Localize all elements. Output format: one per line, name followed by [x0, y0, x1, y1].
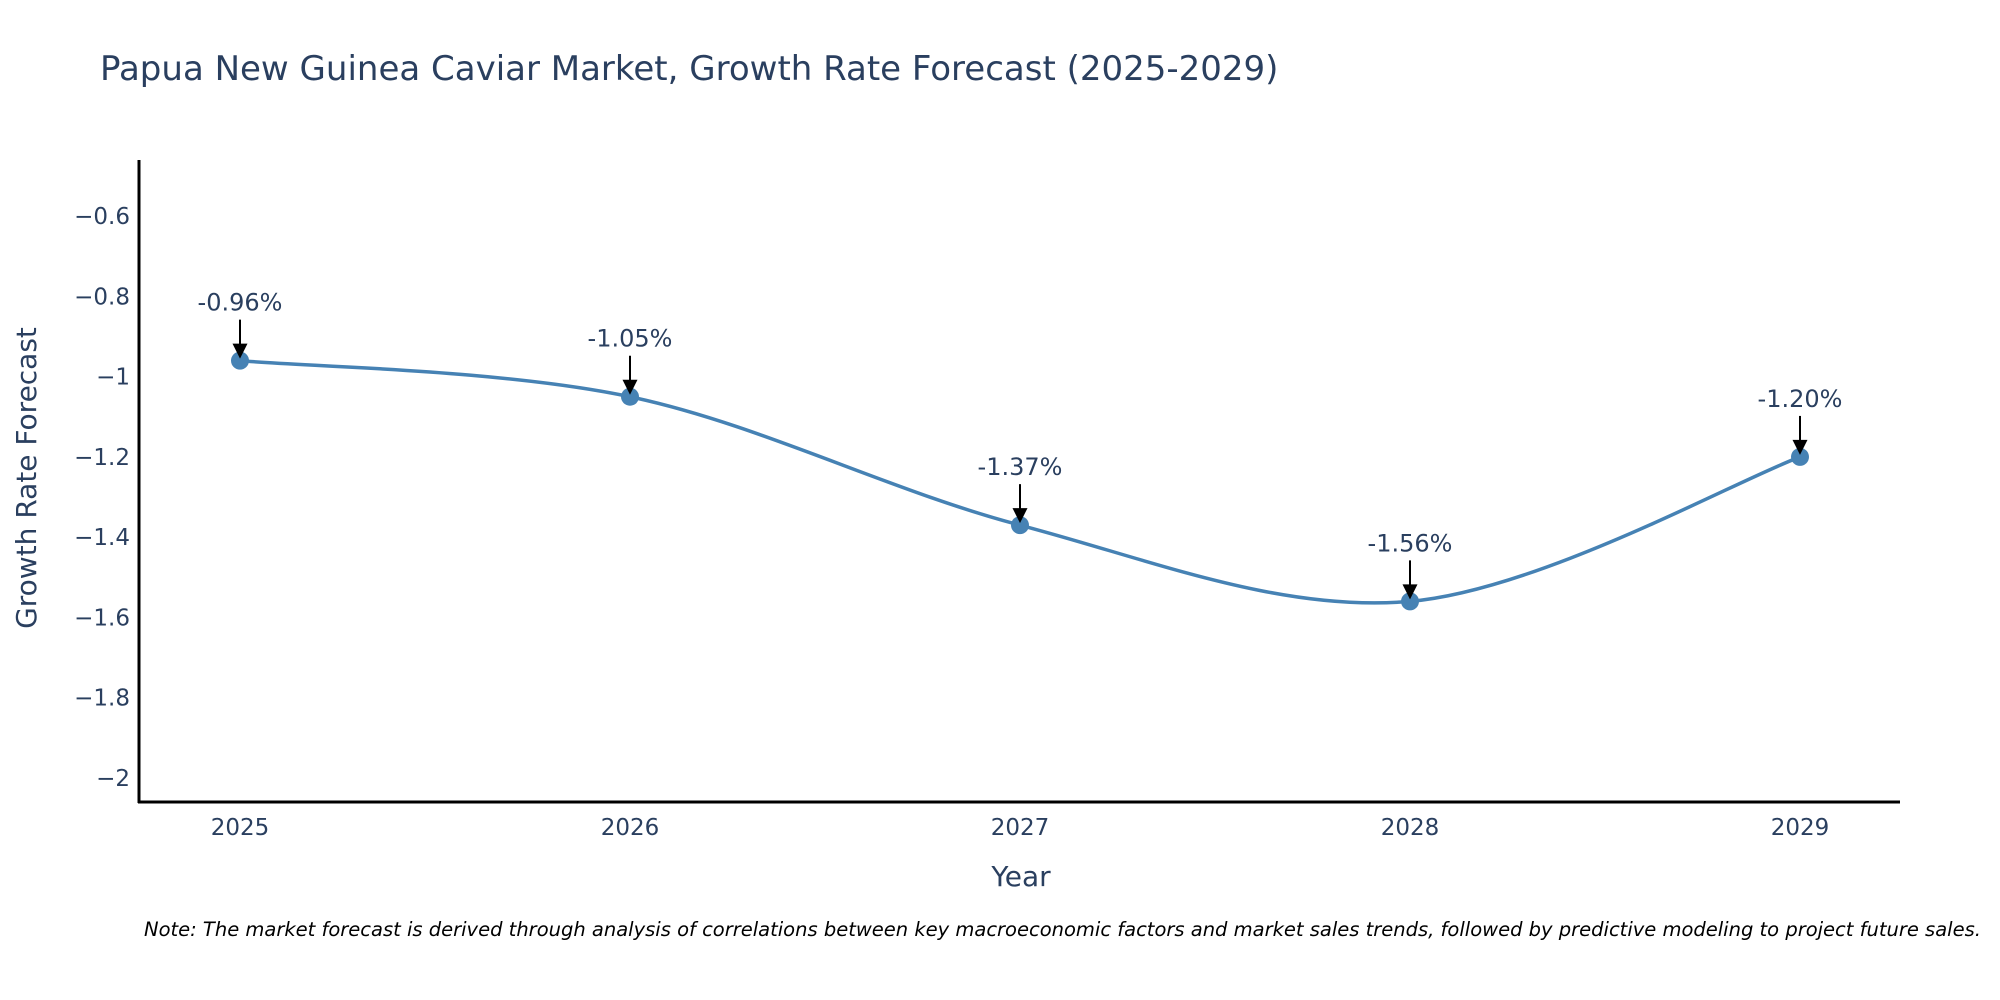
data-point	[231, 351, 249, 370]
y-tick-label: −1.4	[74, 525, 130, 551]
y-tick-label: −1.2	[74, 445, 130, 471]
x-tick-label: 2027	[991, 815, 1050, 841]
y-tick-label: −1.6	[74, 605, 130, 631]
x-axis-title: Year	[990, 860, 1051, 893]
y-axis-title: Growth Rate Forecast	[10, 327, 43, 629]
data-label: -0.96%	[198, 289, 283, 317]
x-tick-label: 2028	[1381, 815, 1440, 841]
x-axis-ticks: 2025 2026 2027 2028 2029	[211, 815, 1830, 841]
data-label: -1.05%	[588, 325, 673, 353]
data-annotations: -0.96% -1.05% -1.37% -1.56% -1.20%	[198, 289, 1843, 600]
annotation-arrow-head	[1012, 508, 1028, 524]
annotation-arrow-head	[1402, 584, 1418, 600]
y-tick-label: −0.6	[74, 204, 130, 230]
annotation-arrow-head	[622, 379, 638, 395]
x-tick-label: 2029	[1771, 815, 1830, 841]
data-point	[621, 387, 639, 406]
data-points	[231, 351, 1809, 611]
y-tick-label: −1	[96, 365, 130, 391]
growth-rate-line	[239, 358, 1801, 605]
y-tick-label: −1.8	[74, 686, 130, 712]
data-label: -1.56%	[1368, 529, 1453, 557]
data-label: -1.20%	[1758, 385, 1843, 413]
y-axis-ticks: −0.6 −0.8 −1 −1.2 −1.4 −1.6 −1.8 −2	[74, 204, 130, 792]
footnote: Note: The market forecast is derived thr…	[144, 918, 1981, 941]
x-tick-label: 2026	[601, 815, 660, 841]
chart-title: Papua New Guinea Caviar Market, Growth R…	[100, 49, 1278, 89]
data-point	[1011, 516, 1029, 535]
annotation-arrow-head	[1792, 439, 1808, 455]
data-point	[1791, 447, 1809, 466]
data-label: -1.37%	[978, 453, 1063, 481]
data-point	[1401, 592, 1419, 611]
y-tick-label: −2	[96, 766, 130, 792]
x-tick-label: 2025	[211, 815, 270, 841]
y-tick-label: −0.8	[74, 284, 130, 310]
annotation-arrow-head	[232, 343, 248, 359]
